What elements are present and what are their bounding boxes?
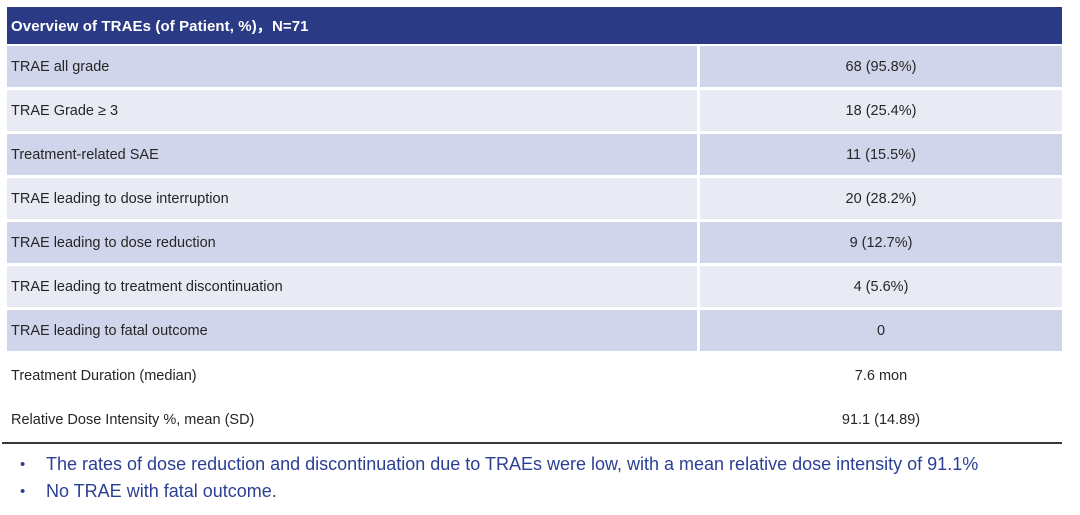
- summary-bullet-list: • The rates of dose reduction and discont…: [20, 451, 1080, 505]
- row-label-cell: Treatment Duration (median): [7, 354, 697, 398]
- row-label-cell: TRAE leading to dose reduction: [7, 222, 697, 263]
- summary-bullet: • The rates of dose reduction and discont…: [20, 451, 1080, 478]
- row-label-cell: Treatment-related SAE: [7, 134, 697, 175]
- row-value-cell: 18 (25.4%): [700, 90, 1062, 131]
- row-value-cell: 20 (28.2%): [700, 178, 1062, 219]
- table-bottom-rule: [2, 442, 1062, 444]
- trae-overview-table: Overview of TRAEs (of Patient, %)，N=71 T…: [2, 7, 1062, 444]
- row-value-cell: 9 (12.7%): [700, 222, 1062, 263]
- table-title: Overview of TRAEs (of Patient, %)，N=71: [11, 18, 309, 35]
- row-value-cell: 0: [700, 310, 1062, 351]
- row-value-cell: 68 (95.8%): [700, 46, 1062, 87]
- table-row: Relative Dose Intensity %, mean (SD) 91.1…: [7, 398, 1062, 442]
- row-value-cell: 4 (5.6%): [700, 266, 1062, 307]
- row-value-cell: 11 (15.5%): [700, 134, 1062, 175]
- row-label-cell: TRAE leading to fatal outcome: [7, 310, 697, 351]
- row-label-cell: Relative Dose Intensity %, mean (SD): [7, 398, 697, 442]
- table-row: TRAE leading to treatment discontinuatio…: [7, 266, 1062, 307]
- row-value-cell: 7.6 mon: [700, 354, 1062, 398]
- bullet-dot-icon: •: [20, 456, 26, 473]
- table-row: TRAE leading to dose reduction 9 (12.7%): [7, 222, 1062, 263]
- row-label-cell: TRAE leading to treatment discontinuatio…: [7, 266, 697, 307]
- table-body: TRAE all grade 68 (95.8%) TRAE Grade ≥ 3 18…: [7, 46, 1062, 351]
- table-row: TRAE leading to fatal outcome 0: [7, 310, 1062, 351]
- table-row: Treatment Duration (median) 7.6 mon: [7, 354, 1062, 398]
- table-row: Treatment-related SAE 11 (15.5%): [7, 134, 1062, 175]
- summary-bullet: • No TRAE with fatal outcome.: [20, 478, 1080, 505]
- table-title-bar: Overview of TRAEs (of Patient, %)，N=71: [7, 7, 1062, 44]
- table-row: TRAE Grade ≥ 3 18 (25.4%): [7, 90, 1062, 131]
- row-label-cell: TRAE Grade ≥ 3: [7, 90, 697, 131]
- table-row: TRAE all grade 68 (95.8%): [7, 46, 1062, 87]
- bullet-text: No TRAE with fatal outcome.: [46, 481, 277, 501]
- row-label-cell: TRAE all grade: [7, 46, 697, 87]
- table-row: TRAE leading to dose interruption 20 (28.…: [7, 178, 1062, 219]
- bullet-dot-icon: •: [20, 483, 26, 500]
- bullet-text: The rates of dose reduction and disconti…: [46, 454, 979, 474]
- row-label-cell: TRAE leading to dose interruption: [7, 178, 697, 219]
- table-footer-rows: Treatment Duration (median) 7.6 mon Relati…: [7, 354, 1062, 442]
- row-value-cell: 91.1 (14.89): [700, 398, 1062, 442]
